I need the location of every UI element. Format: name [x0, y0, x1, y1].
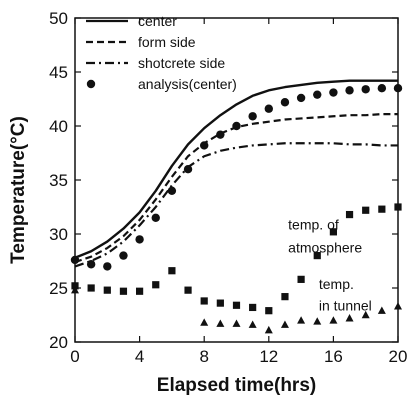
data-point [345, 86, 354, 95]
data-point [248, 320, 257, 328]
x-tick-label: 12 [259, 347, 278, 366]
y-axis-label: Temperature(°C) [8, 116, 29, 264]
legend-item-center: center [86, 13, 177, 29]
data-point [297, 316, 306, 324]
data-point [136, 287, 144, 295]
data-point [265, 307, 273, 315]
x-tick-label: 20 [389, 347, 408, 366]
legend: center form side shotcrete side analysis(ce… [86, 13, 237, 92]
data-point [71, 285, 79, 294]
data-point [249, 303, 257, 312]
x-tick-label: 16 [324, 347, 343, 366]
data-point [361, 310, 370, 319]
data-point [168, 267, 176, 275]
data-point [394, 302, 402, 310]
data-point [280, 320, 289, 328]
data-point [119, 251, 128, 260]
data-point [151, 213, 160, 222]
data-point [200, 141, 209, 150]
data-point [70, 255, 80, 265]
data-point [183, 165, 193, 174]
data-point [280, 98, 290, 107]
data-point [184, 286, 192, 294]
annotation-text: temp. of [288, 217, 339, 233]
annotation-text: atmosphere [288, 239, 362, 255]
data-point [232, 121, 241, 131]
data-point [232, 319, 241, 327]
legend-item-analysis-center: analysis(center) [86, 76, 237, 92]
data-point [377, 306, 386, 314]
data-point [264, 325, 273, 334]
y-tick-label: 30 [49, 225, 68, 244]
legend-label: analysis(center) [138, 76, 237, 92]
data-point [297, 275, 305, 283]
data-point [87, 284, 95, 292]
data-point [345, 314, 354, 322]
annotations: temp. of atmosphere temp. in tunnel [288, 217, 372, 314]
legend-item-shotcrete-side: shotcrete side [86, 55, 225, 71]
legend-label: shotcrete side [138, 55, 225, 71]
data-point [71, 282, 79, 290]
annotation-text: in tunnel [319, 298, 372, 314]
legend-swatch [86, 79, 96, 89]
data-point [329, 316, 338, 324]
x-tick-label: 4 [135, 347, 144, 366]
data-point [200, 318, 209, 326]
series-series-square [71, 203, 402, 315]
data-point [119, 287, 128, 295]
y-tick-label: 45 [49, 63, 68, 82]
series-line [74, 142, 398, 268]
x-axis-label: Elapsed time(hrs) [157, 375, 316, 396]
data-point [264, 104, 273, 113]
data-point [296, 93, 306, 103]
data-point [377, 84, 387, 93]
annotation-text: temp. [319, 276, 354, 292]
data-point [86, 260, 96, 269]
y-tick-label: 20 [49, 333, 68, 352]
legend-label: center [138, 13, 177, 29]
data-point [394, 203, 402, 211]
x-tick-label: 8 [199, 347, 208, 366]
legend-label: form side [138, 34, 196, 50]
data-point [103, 286, 111, 294]
data-point [393, 84, 403, 93]
y-tick-label: 25 [49, 279, 68, 298]
data-point [313, 317, 322, 325]
data-point [152, 281, 160, 289]
data-point [103, 262, 112, 271]
series-shotcrete-side [74, 142, 398, 268]
y-tick-label: 40 [49, 117, 68, 136]
y-tick-label: 50 [49, 9, 68, 28]
plot-area: 0 4 8 12 16 20 20 25 30 35 40 45 50 [49, 9, 407, 366]
data-point [378, 205, 386, 213]
data-point [329, 88, 338, 97]
data-point [216, 299, 224, 307]
data-point [216, 130, 225, 139]
data-point [248, 112, 257, 121]
data-point [362, 206, 370, 214]
series-center [74, 79, 398, 259]
data-point [345, 210, 354, 219]
data-point [216, 319, 225, 327]
y-tick-label: 35 [49, 171, 68, 190]
data-point [135, 235, 144, 244]
series-line [74, 79, 398, 259]
x-tick-label: 0 [70, 347, 79, 366]
data-point [329, 228, 337, 236]
data-point [361, 85, 370, 94]
data-point [313, 90, 322, 99]
legend-item-form-side: form side [86, 34, 196, 50]
data-point [167, 186, 177, 195]
data-point [200, 297, 208, 305]
data-point [281, 293, 289, 301]
data-point [232, 301, 241, 309]
series-layer [70, 79, 403, 334]
series-series-triangle [71, 285, 402, 334]
data-point [313, 252, 321, 260]
series-analysis-center [70, 84, 403, 271]
